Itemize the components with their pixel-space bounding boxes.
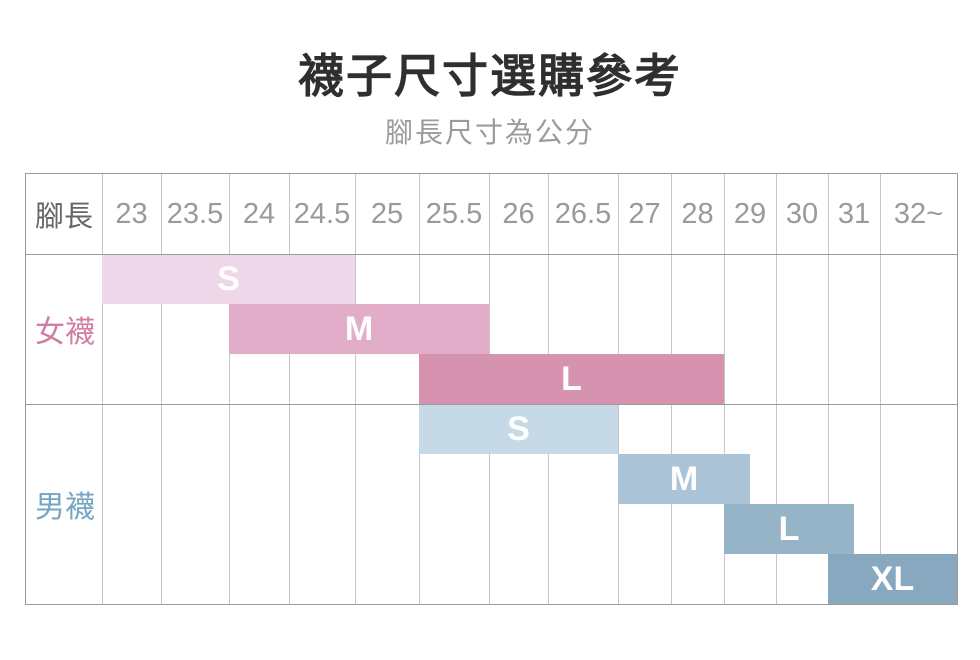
column-header: 27: [628, 197, 661, 230]
column-header: 23: [115, 197, 148, 230]
size-range-bar-男襪-M: M: [618, 454, 750, 504]
size-range-bar-男襪-XL: XL: [828, 554, 957, 604]
column-header: 23.5: [166, 197, 224, 230]
grid-vertical-line: [229, 174, 230, 604]
size-range-bar-女襪-M: M: [229, 304, 489, 354]
group-label-women-socks: 女襪: [35, 316, 95, 349]
column-header: 25: [370, 197, 404, 230]
column-header: 31: [837, 197, 871, 230]
page-subtitle: 腳長尺寸為公分: [384, 117, 595, 148]
column-header: 25.5: [425, 197, 483, 230]
grid-vertical-line: [102, 174, 103, 604]
group-label-men-socks: 男襪: [35, 491, 95, 524]
column-header: 32~: [893, 197, 944, 230]
column-header: 26.5: [554, 197, 612, 230]
size-chart-table: 腳長 23 23.5 24 24.5 25 25.5 26 26.5 27 28 29 30 31 32~ 女…: [25, 173, 958, 605]
header-separator-line: [26, 254, 957, 255]
grid-vertical-line: [880, 174, 881, 604]
grid-vertical-line: [355, 174, 356, 604]
grid-vertical-line: [776, 174, 777, 604]
grid-vertical-line: [161, 174, 162, 604]
column-header: 30: [785, 197, 819, 230]
group-separator-line: [26, 404, 957, 405]
foot-length-header: 腳長: [35, 201, 94, 233]
column-header: 28: [681, 197, 714, 230]
page-title: 襪子尺寸選購參考: [298, 50, 682, 102]
size-range-bar-男襪-S: S: [419, 404, 618, 454]
column-header: 26: [502, 197, 535, 230]
grid-vertical-line: [828, 174, 829, 604]
column-header: 29: [733, 197, 767, 230]
size-range-bar-女襪-L: L: [419, 354, 724, 404]
size-range-bar-女襪-S: S: [102, 254, 355, 304]
column-header: 24.5: [293, 197, 351, 230]
grid-vertical-line: [289, 174, 290, 604]
column-header: 24: [242, 197, 276, 230]
size-range-bar-男襪-L: L: [724, 504, 854, 554]
grid-vertical-line: [724, 174, 725, 604]
